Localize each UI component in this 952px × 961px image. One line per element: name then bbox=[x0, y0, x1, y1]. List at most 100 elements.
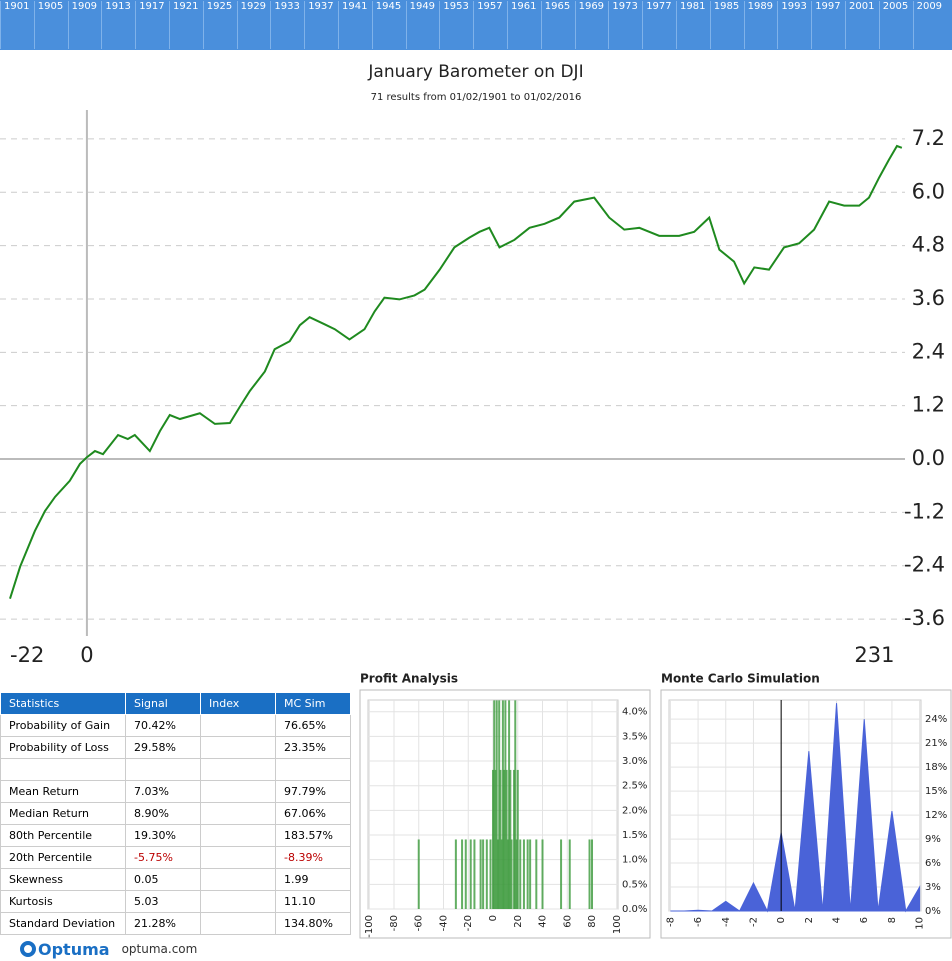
x-tick-label: -4 bbox=[721, 917, 732, 927]
row-label: Kurtosis bbox=[0, 890, 126, 913]
row-label: Standard Deviation bbox=[0, 912, 126, 935]
bar bbox=[454, 839, 457, 909]
y-tick-label: 1.0% bbox=[622, 855, 647, 866]
signal-cell: 7.03% bbox=[125, 780, 201, 803]
column-header: MC Sim bbox=[275, 692, 351, 715]
y-tick-label: 0.0% bbox=[622, 904, 647, 915]
row-label: Median Return bbox=[0, 802, 126, 825]
bar bbox=[541, 839, 544, 909]
x-tick-label: 60 bbox=[562, 915, 573, 928]
bar bbox=[510, 839, 513, 909]
x-tick-label: 4 bbox=[832, 917, 843, 923]
x-tick-label: -80 bbox=[389, 915, 400, 931]
table-row: Probability of Loss 29.58% 23.35% bbox=[0, 736, 351, 759]
mc-cell: 97.79% bbox=[275, 780, 351, 803]
y-tick-label: 2.4 bbox=[912, 339, 945, 363]
mc-cell: -8.39% bbox=[275, 846, 351, 869]
y-tick-label: 2.5% bbox=[622, 781, 647, 792]
table-row: Kurtosis 5.03 11.10 bbox=[0, 890, 351, 913]
x-tick-label: -20 bbox=[463, 915, 474, 931]
bar bbox=[498, 700, 501, 909]
year-label: 1953 bbox=[439, 1, 469, 49]
bar bbox=[417, 839, 420, 909]
bar bbox=[495, 700, 498, 909]
x-tick-label: -40 bbox=[438, 915, 449, 931]
index-cell bbox=[200, 846, 276, 869]
year-label: 1965 bbox=[540, 1, 570, 49]
url: optuma.com bbox=[121, 942, 198, 956]
index-cell bbox=[200, 912, 276, 935]
table-row: Mean Return 7.03% 97.79% bbox=[0, 780, 351, 803]
signal-cell: 29.58% bbox=[125, 736, 201, 759]
x-tick-label: 80 bbox=[587, 915, 598, 928]
x-tick-label: 20 bbox=[513, 915, 524, 928]
year-label: 1901 bbox=[0, 1, 29, 49]
year-label: 1933 bbox=[270, 1, 300, 49]
chart-title: Profit Analysis bbox=[360, 672, 458, 686]
bar bbox=[499, 769, 502, 909]
x-tick-label: 100 bbox=[612, 915, 623, 934]
cell bbox=[200, 758, 276, 781]
x-tick-label: 6 bbox=[859, 917, 870, 923]
x-tick-label: 8 bbox=[887, 917, 898, 923]
bar bbox=[485, 839, 488, 909]
year-label: 2005 bbox=[878, 1, 908, 49]
mc-cell: 11.10 bbox=[275, 890, 351, 913]
x-tick-label: 2 bbox=[804, 917, 815, 923]
bar bbox=[493, 700, 496, 909]
signal-cell: 70.42% bbox=[125, 714, 201, 737]
timeline: 1901 1905 1909 1913 1917 1921 1925 1929 1933 1937… bbox=[0, 0, 952, 50]
bar bbox=[568, 839, 571, 909]
y-tick-label: 0% bbox=[925, 906, 941, 917]
bar bbox=[503, 769, 506, 909]
y-tick-label: 15% bbox=[925, 786, 947, 797]
year-label: 1997 bbox=[811, 1, 841, 49]
bar bbox=[588, 839, 591, 909]
bar bbox=[591, 839, 594, 909]
x-tick-label: 0 bbox=[488, 915, 499, 921]
bar bbox=[514, 700, 517, 909]
y-tick-label: 0.0 bbox=[912, 446, 945, 470]
panel-frame bbox=[359, 689, 651, 939]
column-header: Index bbox=[200, 692, 276, 715]
y-tick-label: 18% bbox=[925, 762, 947, 773]
x-tick-label: -22 bbox=[10, 643, 44, 667]
year-label: 1925 bbox=[202, 1, 232, 49]
bar bbox=[526, 839, 529, 909]
year-label: 1961 bbox=[507, 1, 536, 49]
cell bbox=[0, 758, 126, 781]
year-label: 1981 bbox=[676, 1, 705, 49]
bar bbox=[479, 839, 482, 909]
y-tick-label: 1.5% bbox=[622, 830, 647, 841]
mc-cell: 134.80% bbox=[275, 912, 351, 935]
signal-cell: 5.03 bbox=[125, 890, 201, 913]
mc-cell: 67.06% bbox=[275, 802, 351, 825]
y-tick-label: 3.0% bbox=[622, 756, 647, 767]
year-label: 1957 bbox=[473, 1, 503, 49]
year-label: 1909 bbox=[67, 1, 97, 49]
y-tick-label: 21% bbox=[925, 738, 947, 749]
data-line bbox=[9, 144, 903, 599]
signal-cell: 8.90% bbox=[125, 802, 201, 825]
year-label: 1993 bbox=[777, 1, 807, 49]
x-tick-label: -100 bbox=[364, 915, 375, 938]
bar bbox=[522, 839, 525, 909]
mc-cell: 76.65% bbox=[275, 714, 351, 737]
year-label: 1913 bbox=[101, 1, 131, 49]
bar bbox=[492, 769, 494, 909]
index-cell bbox=[200, 868, 276, 891]
y-tick-label: 3% bbox=[925, 882, 941, 893]
bar bbox=[508, 700, 511, 909]
bar bbox=[506, 839, 509, 909]
y-tick-label: 24% bbox=[925, 714, 947, 725]
index-cell bbox=[200, 802, 276, 825]
y-tick-label: 7.2 bbox=[912, 126, 945, 150]
logo-text: Optuma bbox=[38, 939, 110, 959]
year-label: 1905 bbox=[33, 1, 63, 49]
y-tick-label: 3.6 bbox=[912, 286, 945, 310]
year-label: 1941 bbox=[338, 1, 367, 49]
y-tick-label: -3.6 bbox=[904, 606, 945, 630]
cell bbox=[275, 758, 351, 781]
